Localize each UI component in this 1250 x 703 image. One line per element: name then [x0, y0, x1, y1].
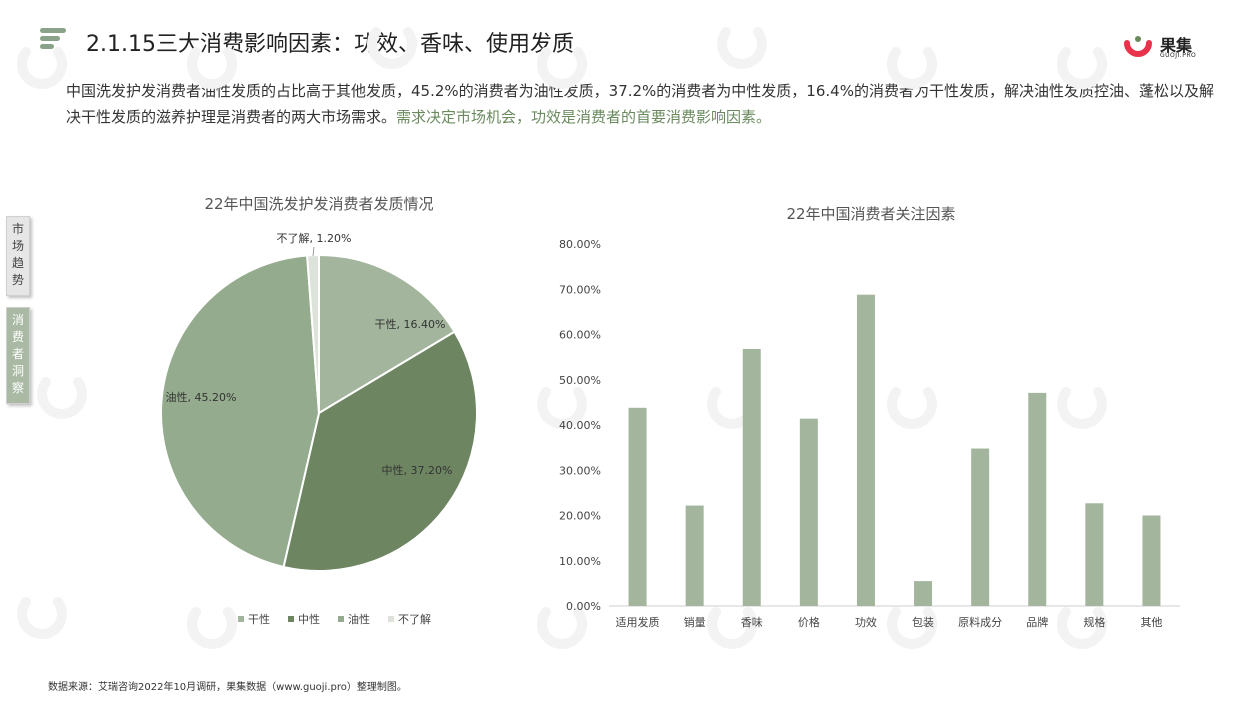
x-tick-label-9: 其他	[1140, 616, 1162, 629]
x-tick-label-8: 规格	[1083, 615, 1105, 629]
side-tab-char: 洞	[11, 364, 24, 378]
bar-5	[914, 581, 933, 606]
y-tick-label-8: 80.00%	[559, 238, 601, 251]
side-tab-char: 者	[11, 347, 24, 361]
watermark-mark	[707, 607, 757, 649]
x-tick-label-3: 价格	[798, 615, 820, 629]
watermark-mark	[887, 387, 937, 429]
bar-1	[685, 505, 704, 606]
y-tick-label-7: 70.00%	[559, 283, 601, 296]
pie-label-0: 干性, 16.40%	[375, 317, 446, 331]
intro-paragraph: 中国洗发护发消费者油性发质的占比高于其他发质，45.2%的消费者为油性发质，37…	[66, 78, 1216, 130]
pie-slice-2	[160, 254, 321, 569]
bar-0	[628, 407, 647, 606]
y-tick-label-6: 60.00%	[559, 329, 601, 342]
watermark-mark	[537, 387, 587, 429]
y-tick-label-2: 20.00%	[559, 510, 601, 523]
bar-9	[1142, 515, 1161, 606]
watermark-mark	[17, 47, 67, 89]
x-tick-label-4: 功效	[855, 615, 877, 629]
title-menu-icon	[40, 28, 66, 50]
watermark-mark	[187, 47, 237, 89]
pie-label-3: 不了解, 1.20%	[277, 231, 352, 245]
pie-legend-swatch-2	[338, 616, 344, 622]
bar-6	[971, 448, 990, 606]
x-tick-label-2: 香味	[741, 616, 763, 629]
bar-7	[1028, 392, 1047, 606]
watermark-mark	[717, 27, 767, 69]
intro-text: 中国洗发护发消费者油性发质的占比高于其他发质，45.2%的消费者为油性发质，37…	[66, 82, 1214, 126]
pie-label-2: 油性, 45.20%	[166, 390, 237, 404]
pie-legend-label-3: 不了解	[398, 612, 431, 626]
watermark-mark	[37, 377, 87, 419]
watermark-mark	[17, 597, 67, 639]
intro-highlight: 需求决定市场机会，功效是消费者的首要消费影响因素。	[396, 108, 772, 126]
watermark-layer	[17, 27, 1107, 649]
bar-3	[799, 418, 818, 606]
page-title: 2.1.15三大消费影响因素：功效、香味、使用发质	[86, 32, 574, 57]
watermark-mark	[1057, 47, 1107, 89]
x-tick-label-1: 销量	[684, 615, 706, 629]
y-tick-label-5: 50.00%	[559, 374, 601, 387]
pie-leader-line	[312, 246, 315, 257]
x-tick-label-6: 原料成分	[958, 615, 1002, 629]
side-tab-char: 察	[11, 381, 24, 395]
pie-label-1: 中性, 37.20%	[382, 463, 453, 477]
watermark-mark	[537, 607, 587, 649]
pie-legend-label-0: 干性	[248, 612, 270, 626]
pie-slice-1	[282, 330, 478, 572]
bar-chart: 22年中国消费者关注因素 0.00% 10.00% 20.00% 30.00% 40.00…	[559, 205, 1180, 629]
y-tick-label-4: 40.00%	[559, 419, 601, 432]
side-tab-char: 费	[11, 330, 24, 344]
x-tick-label-7: 品牌	[1026, 615, 1048, 629]
watermark-mark	[1057, 387, 1107, 429]
watermark-mark	[187, 607, 237, 649]
pie-title: 22年中国洗发护发消费者发质情况	[204, 195, 433, 213]
pie-slice-0	[318, 253, 456, 415]
side-tab-char: 势	[11, 273, 24, 287]
x-tick-label-5: 包装	[912, 616, 934, 629]
bar-8	[1085, 503, 1104, 606]
pie-legend-label-2: 油性	[348, 612, 370, 626]
logo-text-cn: 果集	[1160, 36, 1193, 55]
watermark-mark	[1057, 607, 1107, 649]
x-tick-label-0: 适用发质	[616, 615, 660, 629]
y-tick-label-3: 30.00%	[559, 464, 601, 477]
watermark-mark	[887, 47, 937, 89]
watermark-mark	[367, 27, 417, 69]
side-tab-market-trend[interactable]: 市场趋势	[6, 216, 30, 296]
brand-logo: 果集 GUOJI.PRO	[1122, 28, 1202, 64]
data-source-note: 数据来源：艾瑞咨询2022年10月调研，果集数据（www.guoji.pro）整…	[48, 682, 407, 693]
side-tab-char: 消	[11, 313, 24, 327]
guoji-logo-icon	[1124, 36, 1152, 57]
pie-legend-swatch-0	[238, 616, 244, 622]
pie-legend-swatch-3	[388, 616, 394, 622]
watermark-mark	[887, 607, 937, 649]
pie-legend-swatch-1	[288, 616, 294, 622]
logo-text-en: GUOJI.PRO	[1160, 52, 1197, 59]
side-tab-consumer-insight[interactable]: 消费者洞察	[6, 307, 30, 404]
bar-4	[856, 294, 875, 606]
side-tab-char: 趋	[11, 256, 24, 270]
y-tick-label-0: 0.00%	[566, 600, 601, 613]
side-tab-char: 场	[11, 239, 24, 253]
bar-title: 22年中国消费者关注因素	[786, 205, 955, 223]
y-tick-label-1: 10.00%	[559, 555, 601, 568]
watermark-mark	[537, 47, 587, 89]
bar-2	[742, 348, 761, 606]
side-tab-char: 市	[11, 222, 24, 236]
pie-legend-label-1: 中性	[298, 612, 320, 626]
